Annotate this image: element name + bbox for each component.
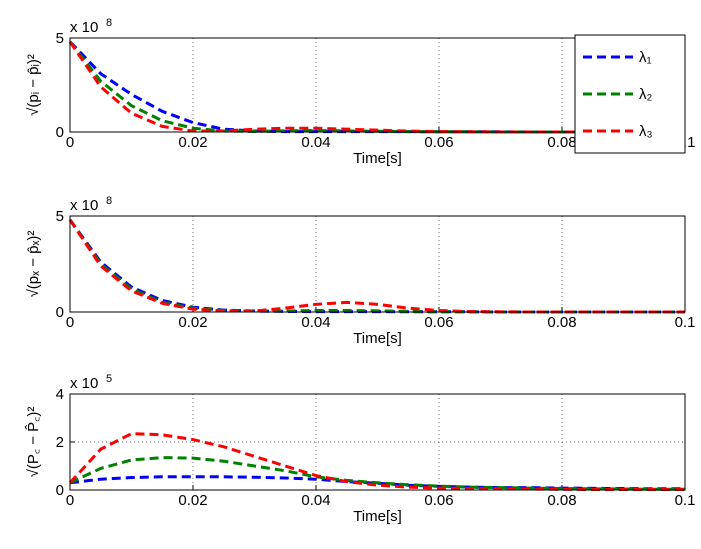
y-axis-label: √(pᵢ − p̂ᵢ)² [25,54,42,116]
x-axis-label: Time[s] [353,150,402,167]
x-tick-label: 0.1 [675,492,696,509]
x-axis-label: Time[s] [353,508,402,525]
y-tick-label: 5 [56,208,64,225]
y-exponent-base: x 10 [70,375,98,392]
axes-box [69,393,686,491]
x-tick-label: 0.04 [301,492,330,509]
x-tick-label: 0.08 [547,314,576,331]
x-tick-label: 0.04 [301,134,330,151]
x-tick-label: 0.02 [178,492,207,509]
x-tick-label: 0 [66,314,74,331]
legend-label: λ₁ [639,49,652,66]
x-axis-label: Time[s] [353,330,402,347]
y-exponent: 5 [106,373,112,385]
y-tick-label: 5 [56,30,64,47]
y-axis-label: √(pₓ − p̂ₓ)² [25,231,42,298]
y-tick-label: 4 [56,386,64,403]
legend-label: λ₃ [639,123,653,140]
x-tick-label: 0.08 [547,134,576,151]
data-line [69,475,685,491]
y-exponent: 8 [106,17,112,29]
legend-label: λ₂ [639,86,653,103]
y-exponent-base: x 10 [70,197,98,214]
y-tick-label: 0 [56,304,64,321]
x-tick-label: 0.02 [178,134,207,151]
x-tick-label: 0 [66,492,74,509]
x-tick-label: 0 [66,134,74,151]
axes-box [69,215,686,313]
x-tick-label: 0.1 [675,314,696,331]
x-tick-label: 0.02 [178,314,207,331]
y-exponent: 8 [106,195,112,207]
x-tick-label: 0.04 [301,314,330,331]
y-tick-label: 2 [56,434,64,451]
y-tick-label: 0 [56,124,64,141]
x-tick-label: 0.06 [424,492,453,509]
x-tick-label: 0.06 [424,134,453,151]
y-exponent-base: x 10 [70,19,98,36]
plot-area [70,216,685,312]
x-tick-label: 0.08 [547,492,576,509]
x-tick-label: 0.06 [424,314,453,331]
y-tick-label: 0 [56,482,64,499]
data-line [68,432,685,492]
y-axis-label: √(P꜀ − P̂꜀)² [25,407,42,478]
